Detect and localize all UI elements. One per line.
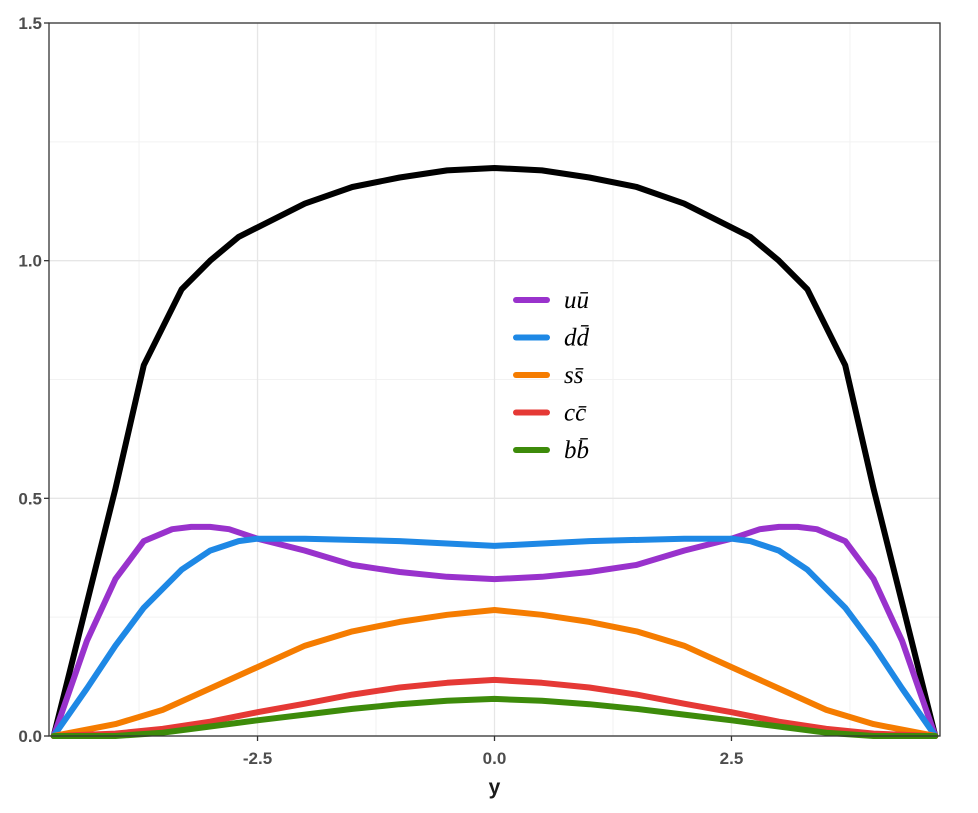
series-line-5: [50, 695, 939, 739]
x-axis-title: y: [489, 776, 501, 799]
legend-label: dd̄: [564, 325, 590, 352]
y-axis: 0.0 0.5 1.0 1.5: [18, 14, 49, 746]
x-axis: -2.5 0.0 2.5: [243, 736, 743, 768]
y-tick-label: 0.5: [18, 489, 42, 508]
series-line-2: [50, 535, 939, 739]
x-tick-label: 2.5: [720, 749, 744, 768]
y-tick-label: 1.5: [18, 14, 42, 33]
y-tick-label: 1.0: [18, 252, 42, 271]
legend-label: uū: [564, 287, 589, 314]
series-line-4: [50, 676, 939, 739]
series-line-3: [50, 607, 939, 739]
legend: uū dd̄ ss̄ cc̄ bb̄: [513, 287, 590, 464]
legend-label: cc̄: [564, 400, 587, 427]
series-line-0: [50, 165, 939, 739]
legend-label: ss̄: [564, 362, 584, 389]
x-tick-label: 0.0: [483, 749, 507, 768]
legend-label: bb̄: [564, 437, 589, 464]
y-tick-label: 0.0: [18, 727, 42, 746]
x-tick-label: -2.5: [243, 749, 272, 768]
series-line-1: [50, 523, 939, 739]
series-lines: [50, 165, 939, 739]
